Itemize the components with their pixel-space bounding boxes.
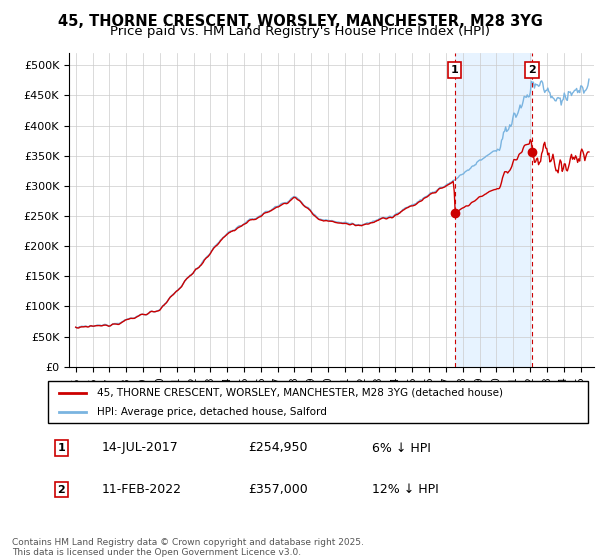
Text: HPI: Average price, detached house, Salford: HPI: Average price, detached house, Salf… <box>97 407 326 417</box>
Text: £254,950: £254,950 <box>248 441 307 455</box>
Text: 2: 2 <box>58 484 65 494</box>
FancyBboxPatch shape <box>48 381 588 423</box>
Text: 45, THORNE CRESCENT, WORSLEY, MANCHESTER, M28 3YG: 45, THORNE CRESCENT, WORSLEY, MANCHESTER… <box>58 14 542 29</box>
Text: 11-FEB-2022: 11-FEB-2022 <box>102 483 182 496</box>
Text: 1: 1 <box>58 443 65 453</box>
Text: Price paid vs. HM Land Registry's House Price Index (HPI): Price paid vs. HM Land Registry's House … <box>110 25 490 38</box>
Text: 6% ↓ HPI: 6% ↓ HPI <box>372 441 431 455</box>
Text: £357,000: £357,000 <box>248 483 308 496</box>
Bar <box>455 53 532 367</box>
Text: 1: 1 <box>451 65 459 75</box>
Text: 14-JUL-2017: 14-JUL-2017 <box>102 441 179 455</box>
Text: 45, THORNE CRESCENT, WORSLEY, MANCHESTER, M28 3YG (detached house): 45, THORNE CRESCENT, WORSLEY, MANCHESTER… <box>97 388 503 398</box>
Text: Contains HM Land Registry data © Crown copyright and database right 2025.
This d: Contains HM Land Registry data © Crown c… <box>12 538 364 557</box>
Text: 2: 2 <box>528 65 536 75</box>
Text: 12% ↓ HPI: 12% ↓ HPI <box>372 483 439 496</box>
